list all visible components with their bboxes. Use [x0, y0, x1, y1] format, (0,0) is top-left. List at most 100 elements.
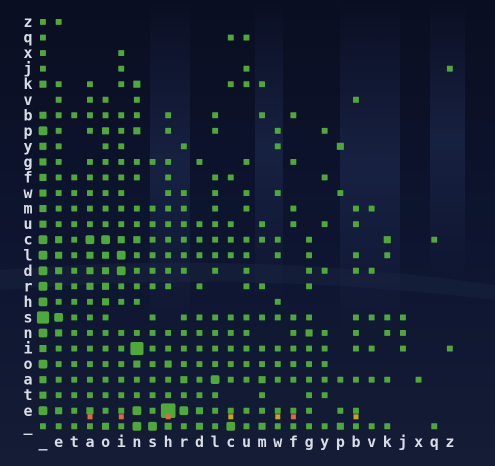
heatmap-cell-u-c [227, 221, 234, 228]
heatmap-cell-s-v [368, 314, 375, 321]
heatmap-cell-i-e [55, 345, 62, 352]
heatmap-cell-i-_ [39, 345, 47, 353]
heatmap-cell-e-w [274, 407, 281, 414]
heatmap-cell-a-c [227, 376, 234, 383]
x-tick-label: m [258, 433, 267, 451]
heatmap-cell-n-b [353, 330, 359, 336]
heatmap-cell-k-u [243, 81, 250, 88]
heatmap-cell-o-m [259, 361, 265, 367]
y-tick-label: h [23, 293, 32, 311]
heatmap-cell-e-e [55, 407, 63, 415]
heatmap-cell-t-o [102, 392, 109, 399]
heatmap-cell-s-l [212, 314, 219, 321]
heatmap-cell-r-g [306, 283, 312, 290]
heatmap-cell-k-_ [39, 80, 47, 88]
heatmap-cell-m-v [368, 205, 375, 212]
y-tick-label: d [23, 262, 32, 280]
heatmap-cell-q-c [227, 34, 234, 41]
y-tick-label: g [23, 153, 32, 171]
heatmap-cell-u-s [149, 221, 156, 228]
heatmap-cell-f-o [102, 174, 109, 181]
heatmap-cell-w-i [118, 190, 125, 196]
heatmap-cell-m-t [71, 205, 78, 212]
heatmap-cell-_-g [306, 423, 312, 430]
heatmap-cell-h-e [55, 298, 62, 305]
heatmap-cell-b-_ [39, 111, 47, 119]
highlight-cell-_-i [118, 414, 124, 420]
y-tick-label: f [23, 169, 32, 187]
heatmap-cell-i-m [259, 345, 265, 352]
heatmap-cell-f-y [321, 174, 328, 181]
heatmap-cell-n-s [149, 330, 156, 336]
heatmap-cell-p-l [212, 127, 219, 134]
heatmap-cell-c-c [227, 236, 234, 243]
heatmap-cell-g-a [87, 159, 93, 165]
heatmap-cell-h-_ [38, 297, 48, 307]
x-tick-label: c [226, 433, 235, 451]
heatmap-cell-o-d [196, 361, 203, 367]
heatmap-cell-_-y [321, 423, 328, 430]
heatmap-cell-i-c [227, 345, 234, 352]
heatmap-cell-e-b [353, 407, 359, 414]
x-tick-label: z [445, 433, 454, 451]
heatmap-cell-t-n [133, 392, 140, 399]
x-tick-label: d [195, 433, 204, 451]
highlight-cell-_-b [353, 414, 359, 420]
heatmap-cell-n-f [290, 330, 297, 336]
x-tick-label: l [211, 433, 220, 451]
y-tick-label: e [23, 402, 32, 420]
heatmap-cell-o-a [87, 361, 93, 367]
heatmap-cell-w-l [212, 190, 219, 196]
heatmap-cell-_-k [384, 423, 391, 430]
heatmap-cell-r-d [196, 283, 203, 290]
heatmap-cell-u-n [133, 221, 140, 228]
heatmap-cell-g-i [118, 159, 125, 165]
heatmap-cell-b-t [71, 112, 78, 119]
heatmap-cell-e-a [86, 407, 94, 415]
heatmap-cell-t-t [71, 392, 78, 399]
heatmap-cell-o-n [133, 360, 141, 368]
heatmap-cell-_-i [118, 423, 125, 430]
x-tick-label: _ [38, 433, 48, 451]
heatmap-cell-o-t [71, 361, 78, 367]
heatmap-cell-b-i [118, 112, 125, 119]
heatmap-cell-l-r [180, 252, 187, 259]
heatmap-cell-_-n [132, 421, 142, 431]
x-tick-label: f [289, 433, 298, 451]
heatmap-cell-a-v [368, 376, 375, 383]
heatmap-cell-o-r [180, 361, 187, 367]
heatmap-cell-d-_ [38, 266, 48, 276]
heatmap-cell-i-d [196, 345, 203, 352]
heatmap-cell-l-n [133, 252, 140, 259]
heatmap-cell-t-m [259, 392, 265, 399]
heatmap-cell-s-o [102, 314, 109, 321]
heatmap-cell-e-s [149, 407, 156, 414]
heatmap-cell-l-b [353, 252, 359, 259]
heatmap-cell-l-w [274, 252, 281, 259]
heatmap-cell-b-f [290, 112, 297, 119]
heatmap-cell-l-u [243, 252, 250, 259]
heatmap-cell-i-n [130, 342, 144, 356]
heatmap-cell-w-h [165, 190, 172, 196]
heatmap-cell-m-r [180, 205, 187, 212]
heatmap-cell-e-o [102, 407, 109, 414]
heatmap-cell-t-g [306, 392, 312, 399]
heatmap-cell-e-d [195, 407, 203, 415]
heatmap-cell-l-k [384, 252, 391, 259]
heatmap-cell-m-l [212, 205, 219, 212]
heatmap-cell-d-v [368, 267, 375, 274]
heatmap-cell-c-d [196, 236, 203, 243]
heatmap-cell-b-e [55, 112, 62, 119]
heatmap-cell-l-o [102, 251, 110, 259]
y-tick-label: c [23, 231, 32, 249]
heatmap-cell-_-s [148, 421, 157, 431]
heatmap-cell-w-_ [39, 189, 47, 197]
heatmap-cell-g-n [133, 159, 140, 165]
heatmap-cell-y-e [55, 143, 62, 150]
heatmap-cell-a-b [353, 376, 359, 383]
heatmap-cell-_-u [243, 423, 250, 430]
heatmap-cell-e-t [71, 407, 78, 414]
heatmap-cell-v-b [353, 96, 359, 103]
heatmap-cell-c-h [165, 236, 172, 243]
heatmap-cell-a-l [210, 375, 220, 384]
